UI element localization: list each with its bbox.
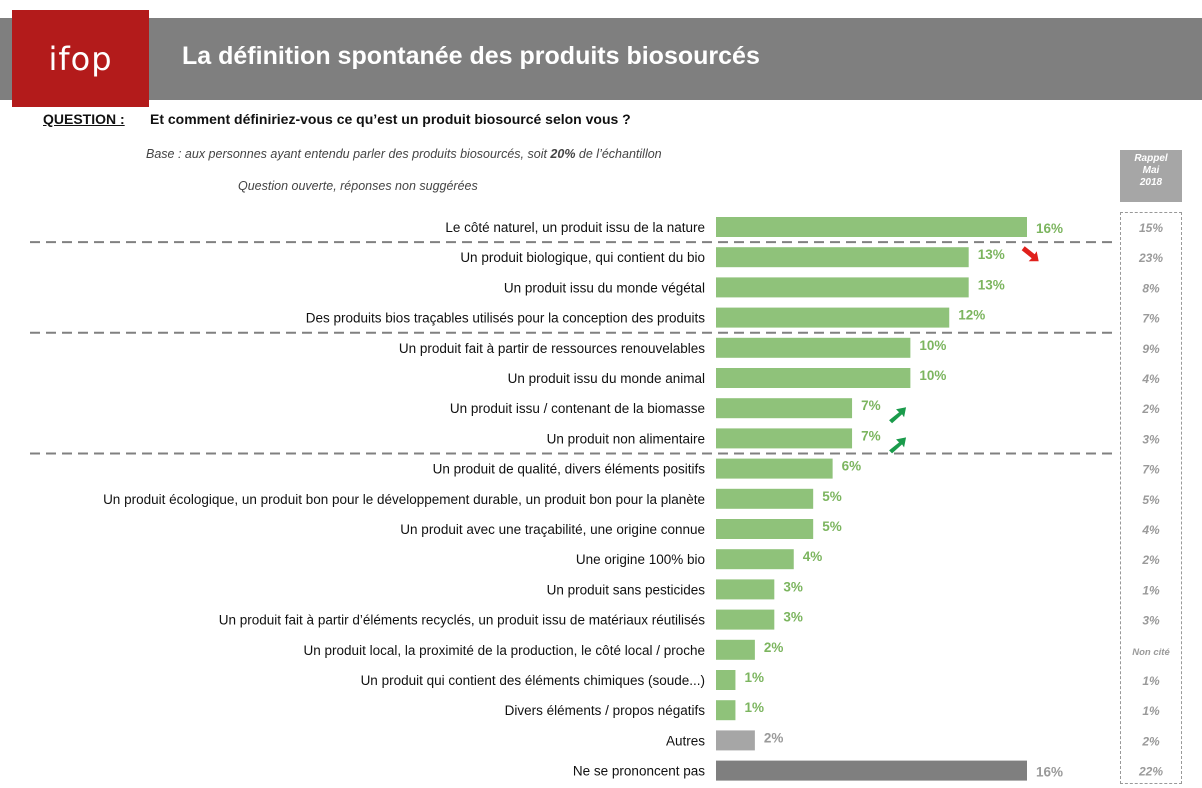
trend-up-arrow-icon bbox=[889, 407, 907, 424]
rappel-value: 9% bbox=[1142, 342, 1160, 356]
bar bbox=[716, 639, 755, 660]
rappel-value: 1% bbox=[1142, 704, 1160, 718]
question-label: QUESTION : bbox=[43, 111, 125, 127]
category-label: Ne se prononcent pas bbox=[573, 764, 705, 779]
value-label: 7% bbox=[861, 398, 881, 413]
rappel-value: 2% bbox=[1141, 734, 1160, 748]
rappel-value: 3% bbox=[1142, 614, 1160, 628]
rappel-value: 5% bbox=[1142, 493, 1160, 507]
rappel-value: 4% bbox=[1141, 523, 1160, 537]
category-label: Un produit issu du monde animal bbox=[508, 371, 705, 386]
bar bbox=[716, 549, 794, 570]
bar bbox=[716, 488, 814, 509]
value-label: 10% bbox=[919, 368, 946, 383]
bar bbox=[716, 428, 853, 449]
bar bbox=[716, 700, 736, 721]
base-suffix: de l’échantillon bbox=[575, 147, 662, 161]
trend-up-arrow-icon bbox=[889, 437, 907, 454]
category-label: Le côté naturel, un produit issu de la n… bbox=[445, 220, 705, 235]
open-question-note: Question ouverte, réponses non suggérées bbox=[238, 179, 478, 193]
value-label: 4% bbox=[803, 549, 823, 564]
rappel-header-line: Mai bbox=[1142, 165, 1160, 176]
value-label: 7% bbox=[861, 428, 881, 443]
value-label: 1% bbox=[744, 700, 764, 715]
bar bbox=[716, 307, 950, 328]
rappel-value: 2% bbox=[1141, 553, 1160, 567]
rappel-value: 1% bbox=[1142, 583, 1160, 597]
category-label: Un produit avec une traçabilité, une ori… bbox=[400, 522, 705, 537]
category-label: Divers éléments / propos négatifs bbox=[505, 703, 706, 718]
ifop-logo: ifop bbox=[12, 10, 149, 107]
bar bbox=[716, 519, 814, 539]
bar bbox=[716, 458, 833, 479]
category-label: Autres bbox=[666, 733, 705, 748]
category-label: Des produits bios traçables utilisés pou… bbox=[306, 311, 705, 326]
logo-text: ifop bbox=[48, 39, 113, 78]
rappel-value: 8% bbox=[1142, 281, 1160, 295]
category-label: Un produit de qualité, divers éléments p… bbox=[433, 462, 706, 477]
rappel-value: 1% bbox=[1142, 674, 1160, 688]
category-label: Un produit local, la proximité de la pro… bbox=[304, 643, 705, 658]
value-label: 1% bbox=[744, 670, 764, 685]
base-note: Base : aux personnes ayant entendu parle… bbox=[146, 147, 662, 161]
header-bar bbox=[0, 18, 1202, 100]
category-label: Un produit biologique, qui contient du b… bbox=[460, 250, 705, 265]
bar bbox=[716, 277, 969, 298]
value-label: 2% bbox=[764, 730, 784, 745]
value-label: 6% bbox=[842, 459, 862, 474]
rappel-value: 22% bbox=[1138, 765, 1163, 779]
value-label: 16% bbox=[1036, 221, 1063, 236]
rappel-value: 3% bbox=[1142, 432, 1160, 446]
bar bbox=[716, 760, 1027, 781]
page-title: La définition spontanée des produits bio… bbox=[182, 42, 760, 70]
bar bbox=[716, 398, 853, 419]
bar bbox=[716, 609, 775, 630]
rappel-value: 2% bbox=[1141, 402, 1160, 416]
value-label: 2% bbox=[764, 640, 784, 655]
category-label: Un produit écologique, un produit bon po… bbox=[103, 492, 705, 507]
value-label: 5% bbox=[822, 489, 842, 504]
trend-down-arrow-icon bbox=[1021, 246, 1039, 262]
value-label: 12% bbox=[958, 308, 985, 323]
category-label: Un produit sans pesticides bbox=[547, 582, 706, 597]
rappel-value: 4% bbox=[1141, 372, 1160, 386]
value-label: 3% bbox=[783, 579, 803, 594]
category-label: Un produit qui contient des éléments chi… bbox=[361, 673, 705, 688]
rappel-column-frame bbox=[1120, 212, 1182, 784]
rappel-header: Rappel Mai 2018 bbox=[1120, 150, 1182, 202]
bar bbox=[716, 368, 911, 388]
bar bbox=[716, 247, 969, 268]
value-label: 13% bbox=[978, 277, 1005, 292]
value-label: 3% bbox=[783, 610, 803, 625]
category-label: Un produit issu / contenant de la biomas… bbox=[450, 401, 705, 416]
category-label: Une origine 100% bio bbox=[576, 552, 705, 567]
category-label: Un produit fait à partir de ressources r… bbox=[399, 341, 705, 356]
value-label: 5% bbox=[822, 519, 842, 534]
rappel-value: 7% bbox=[1142, 463, 1160, 477]
question-text: Et comment définiriez-vous ce qu’est un … bbox=[150, 111, 631, 127]
rappel-value: Non cité bbox=[1132, 647, 1170, 658]
rappel-value: 15% bbox=[1139, 221, 1163, 235]
bar bbox=[716, 337, 911, 358]
base-highlight: 20% bbox=[550, 147, 576, 161]
value-label: 16% bbox=[1036, 765, 1063, 780]
rappel-header-line: 2018 bbox=[1139, 177, 1163, 188]
value-label: 13% bbox=[978, 247, 1005, 262]
base-prefix: Base : aux personnes ayant entendu parle… bbox=[146, 147, 551, 161]
rappel-header-line: Rappel bbox=[1134, 153, 1168, 164]
category-label: Un produit non alimentaire bbox=[547, 431, 705, 446]
value-label: 10% bbox=[919, 338, 946, 353]
category-label: Un produit issu du monde végétal bbox=[504, 280, 705, 295]
bar bbox=[716, 670, 736, 690]
rappel-value: 23% bbox=[1138, 251, 1163, 265]
rappel-value: 7% bbox=[1142, 312, 1160, 326]
bar bbox=[716, 579, 775, 600]
category-label: Un produit fait à partir d’éléments recy… bbox=[219, 613, 705, 628]
bar bbox=[716, 217, 1027, 237]
bar bbox=[716, 730, 755, 751]
